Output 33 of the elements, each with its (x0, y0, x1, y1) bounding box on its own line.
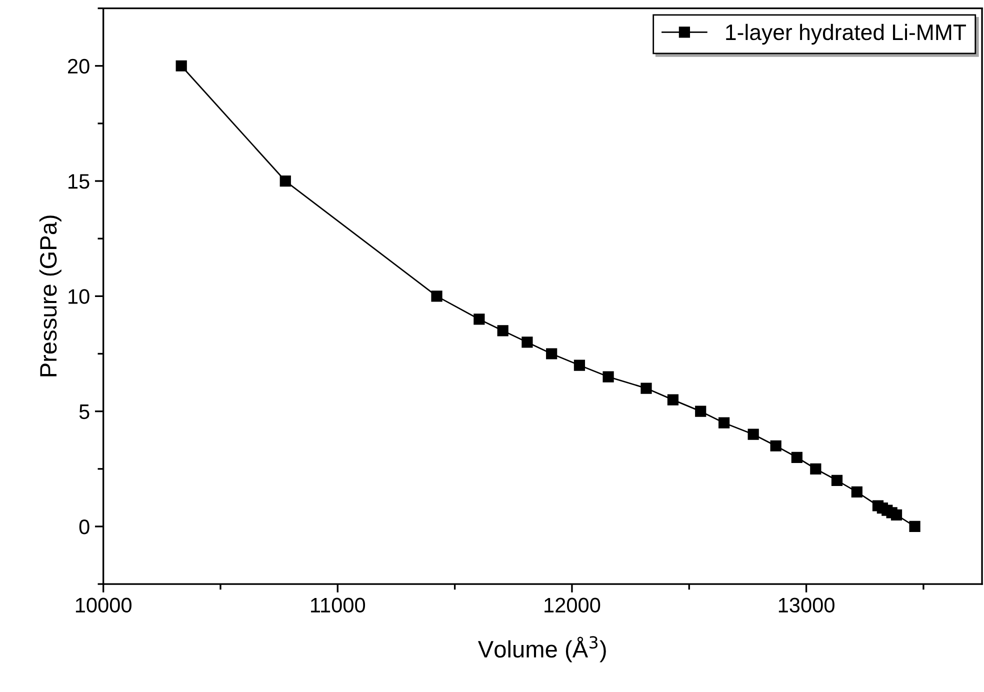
x-tick-label: 10000 (76, 598, 132, 613)
point (640, 382, 652, 394)
point (522, 336, 533, 348)
point (176, 60, 187, 72)
x-tick-label: 12000 (544, 598, 600, 613)
y-axis-title: Pressure (GPa) (39, 216, 62, 376)
y-tick-label: 0 (79, 519, 90, 534)
y-tick-label: 20 (68, 58, 90, 74)
x-axis-title: Volume (Å$^{3}$) (478, 636, 606, 662)
point (909, 520, 920, 532)
point (602, 371, 614, 382)
point (497, 325, 508, 336)
x-tick-label: 11000 (311, 598, 366, 613)
point (770, 440, 782, 452)
point (431, 290, 442, 302)
x-tick-label: 13000 (778, 598, 834, 613)
point (546, 348, 558, 360)
point (791, 452, 802, 463)
point (810, 463, 822, 474)
point (474, 314, 485, 325)
point (667, 394, 679, 406)
point (280, 175, 291, 187)
legend-label: 1-layer hydrated Li-MMT (726, 24, 966, 45)
y-tick-label: 15 (68, 174, 90, 189)
point (718, 417, 730, 428)
point (890, 509, 902, 521)
point (574, 360, 586, 371)
y-tick-label: 10 (68, 289, 90, 304)
point (748, 428, 759, 440)
point (851, 486, 862, 498)
point (695, 406, 706, 417)
y-tick-label: 5 (79, 404, 90, 420)
point (831, 474, 843, 486)
